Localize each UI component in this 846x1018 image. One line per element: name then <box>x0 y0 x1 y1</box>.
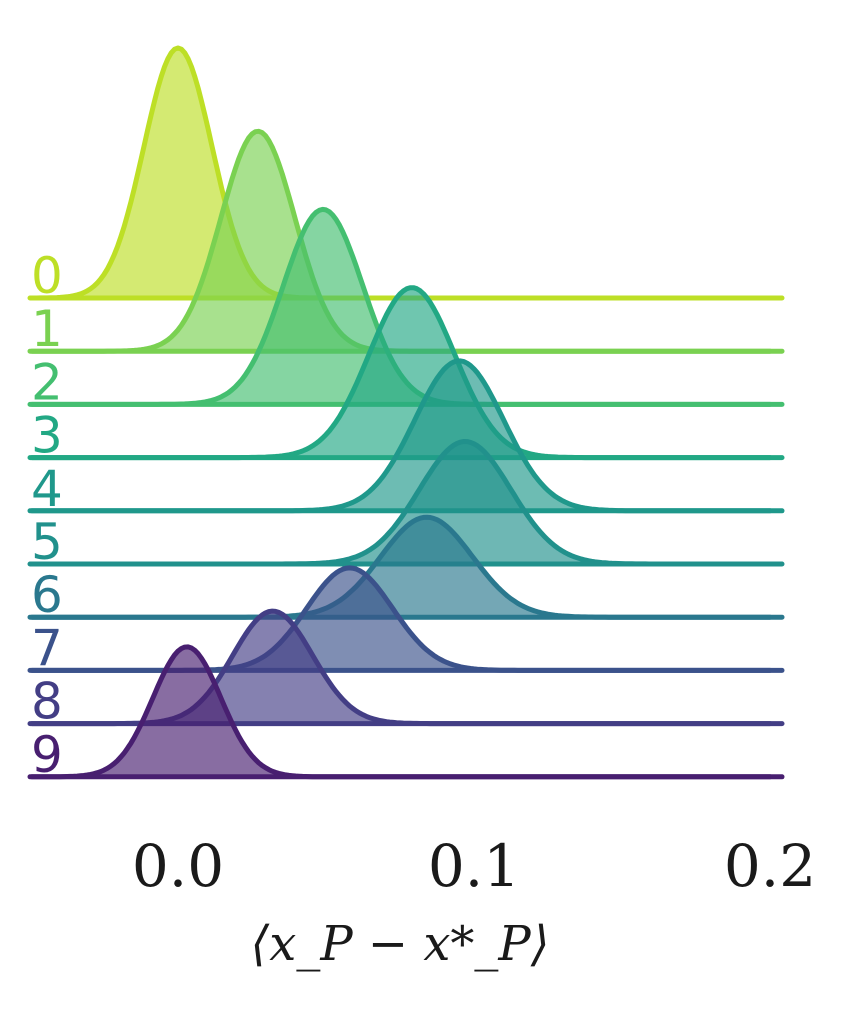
ridge-area-4 <box>30 360 770 511</box>
ridge-label-2: 2 <box>31 353 63 411</box>
x-tick-label: 0.2 <box>724 832 816 900</box>
ridge-label-3: 3 <box>31 407 63 465</box>
ridge-area-3 <box>30 287 770 458</box>
x-axis-ticks: 0.0 0.1 0.2 <box>132 832 816 900</box>
x-tick-label: 0.0 <box>132 832 224 900</box>
x-axis-title: ⟨x_P − x*_P⟩ <box>251 916 550 972</box>
ridge-label-4: 4 <box>31 460 63 518</box>
ridge-area-0 <box>30 48 770 298</box>
ridge-area-6 <box>30 517 770 618</box>
ridge-label-5: 5 <box>31 513 63 571</box>
ridge-7 <box>27 565 785 673</box>
ridge-label-1: 1 <box>31 300 63 358</box>
ridge-9 <box>27 644 785 780</box>
ridge-label-8: 8 <box>31 673 63 731</box>
ridge-area-1 <box>30 131 770 352</box>
ridge-label-9: 9 <box>31 726 63 784</box>
x-tick-label: 0.1 <box>428 832 520 900</box>
ridge-0 <box>27 45 785 301</box>
ridge-label-6: 6 <box>31 566 63 624</box>
ridge-label-0: 0 <box>31 247 63 305</box>
ridges-group <box>27 45 785 780</box>
ridge-label-7: 7 <box>31 619 63 677</box>
ridge-area-9 <box>30 646 770 777</box>
ridge-6 <box>27 514 785 620</box>
